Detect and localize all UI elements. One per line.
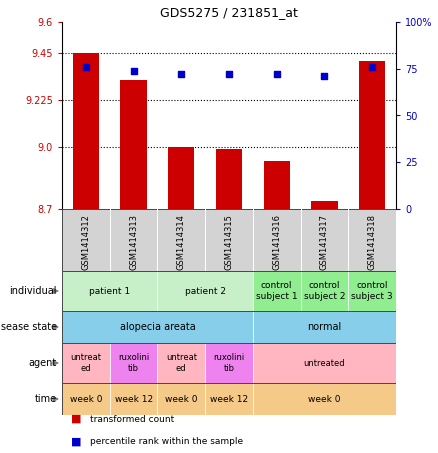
Text: transformed count: transformed count	[91, 414, 175, 424]
Text: GSM1414314: GSM1414314	[177, 214, 186, 270]
Text: control
subject 2: control subject 2	[304, 281, 345, 301]
Bar	[157, 343, 205, 383]
Text: untreated: untreated	[304, 358, 345, 367]
Bar	[157, 209, 205, 271]
Bar	[157, 383, 205, 415]
Bar	[110, 209, 157, 271]
Text: normal: normal	[307, 322, 342, 332]
Bar	[359, 62, 385, 209]
Text: GSM1414317: GSM1414317	[320, 214, 329, 270]
Text: GSM1414318: GSM1414318	[367, 214, 377, 270]
Text: GSM1414312: GSM1414312	[81, 214, 90, 270]
Text: alopecia areata: alopecia areata	[120, 322, 195, 332]
Bar	[73, 53, 99, 209]
Text: individual: individual	[10, 286, 57, 296]
Bar	[300, 271, 348, 311]
Bar	[62, 271, 157, 311]
Bar	[253, 311, 396, 343]
Point	[321, 72, 328, 80]
Text: week 0: week 0	[165, 395, 198, 404]
Text: untreat
ed: untreat ed	[71, 353, 101, 373]
Bar	[62, 383, 110, 415]
Bar	[62, 209, 110, 271]
Text: week 0: week 0	[308, 395, 341, 404]
Bar	[168, 147, 194, 209]
Bar	[348, 271, 396, 311]
Bar	[110, 383, 157, 415]
Bar	[311, 201, 338, 209]
Bar	[157, 271, 253, 311]
Bar	[216, 149, 242, 209]
Point	[369, 63, 376, 71]
Bar	[300, 209, 348, 271]
Point	[82, 63, 89, 71]
Bar	[110, 343, 157, 383]
Point	[226, 71, 233, 78]
Bar	[62, 343, 110, 383]
Bar	[253, 209, 300, 271]
Point	[273, 71, 280, 78]
Text: control
subject 1: control subject 1	[256, 281, 297, 301]
Bar	[205, 209, 253, 271]
Text: GSM1414315: GSM1414315	[225, 214, 233, 270]
Text: agent: agent	[29, 358, 57, 368]
Text: GSM1414316: GSM1414316	[272, 214, 281, 270]
Text: control
subject 3: control subject 3	[351, 281, 393, 301]
Text: percentile rank within the sample: percentile rank within the sample	[91, 437, 244, 446]
Text: ruxolini
tib: ruxolini tib	[213, 353, 245, 373]
Text: GSM1414313: GSM1414313	[129, 214, 138, 270]
Bar	[120, 80, 147, 209]
Bar	[348, 209, 396, 271]
Text: patient 2: patient 2	[185, 286, 226, 295]
Bar	[205, 383, 253, 415]
Bar	[62, 311, 253, 343]
Title: GDS5275 / 231851_at: GDS5275 / 231851_at	[160, 6, 298, 19]
Text: ■: ■	[71, 437, 81, 447]
Bar	[253, 343, 396, 383]
Text: week 12: week 12	[114, 395, 152, 404]
Point	[130, 67, 137, 74]
Text: patient 1: patient 1	[89, 286, 130, 295]
Bar	[205, 343, 253, 383]
Bar	[264, 161, 290, 209]
Bar	[253, 271, 300, 311]
Point	[178, 71, 185, 78]
Bar	[253, 383, 396, 415]
Text: week 0: week 0	[70, 395, 102, 404]
Text: time: time	[35, 394, 57, 404]
Text: ruxolini
tib: ruxolini tib	[118, 353, 149, 373]
Text: week 12: week 12	[210, 395, 248, 404]
Text: ■: ■	[71, 414, 81, 424]
Text: disease state: disease state	[0, 322, 57, 332]
Text: untreat
ed: untreat ed	[166, 353, 197, 373]
